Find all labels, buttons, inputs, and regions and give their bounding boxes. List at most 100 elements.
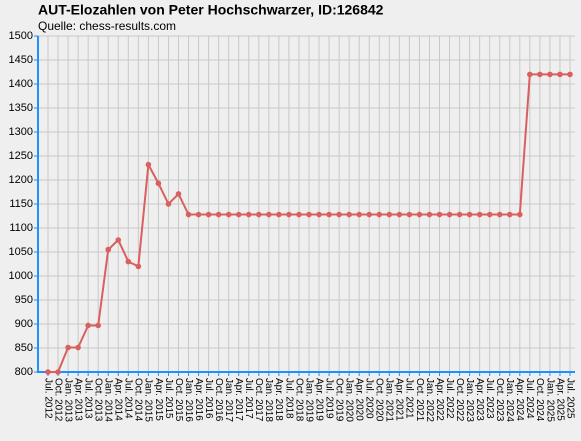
data-point xyxy=(506,211,513,218)
data-point xyxy=(496,211,503,218)
y-tick-label: 900 xyxy=(15,318,33,330)
x-tick-label: Jul. 2018 xyxy=(283,378,294,419)
data-point xyxy=(256,211,262,218)
x-tick-label: Apr. 2013 xyxy=(72,378,83,421)
x-tick-label: Apr. 2018 xyxy=(273,378,284,421)
x-tick-label: Jul. 2017 xyxy=(243,378,254,419)
x-tick-label: Jan. 2020 xyxy=(344,378,355,422)
data-point xyxy=(376,211,383,218)
x-tick-label: Jul. 2022 xyxy=(444,378,455,419)
x-tick-label: Jul. 2015 xyxy=(163,378,174,419)
x-tick-label: Oct. 2018 xyxy=(293,378,304,422)
y-tick-label: 1500 xyxy=(9,30,33,42)
data-point xyxy=(386,211,393,218)
x-tick-label: Apr. 2020 xyxy=(354,378,365,421)
data-point xyxy=(195,211,202,218)
data-point xyxy=(286,211,292,218)
data-point xyxy=(205,211,212,218)
x-tick-label: Oct. 2014 xyxy=(133,378,144,422)
x-tick-label: Jan. 2025 xyxy=(544,378,555,422)
data-point xyxy=(537,71,543,78)
y-tick-label: 1350 xyxy=(9,102,33,114)
y-tick-label: 1050 xyxy=(9,246,33,258)
data-point xyxy=(436,211,443,218)
data-point xyxy=(105,246,112,253)
data-point xyxy=(155,180,162,187)
data-point xyxy=(547,71,553,78)
x-tick-label: Oct. 2023 xyxy=(494,378,505,422)
data-point xyxy=(486,211,493,218)
data-point xyxy=(456,211,463,218)
data-point xyxy=(115,237,122,243)
data-point xyxy=(366,211,373,218)
chart-title: AUT-Elozahlen von Peter Hochschwarzer, I… xyxy=(38,2,384,18)
x-tick-label: Apr. 2025 xyxy=(554,378,565,421)
x-tick-label: Apr. 2023 xyxy=(474,378,485,421)
data-point xyxy=(326,211,332,218)
x-tick-label: Jan. 2021 xyxy=(384,378,395,422)
x-tick-label: Jan. 2014 xyxy=(103,378,114,422)
data-point xyxy=(517,211,523,218)
data-point xyxy=(95,322,101,329)
y-tick-label: 1300 xyxy=(9,126,33,138)
x-tick-label: Jan. 2023 xyxy=(464,378,475,422)
x-tick-label: Apr. 2022 xyxy=(434,378,445,421)
data-point xyxy=(276,211,282,218)
data-point xyxy=(346,211,352,218)
data-point xyxy=(296,211,302,218)
data-point xyxy=(55,369,61,375)
y-tick-label: 1100 xyxy=(9,222,33,234)
x-tick-label: Apr. 2019 xyxy=(313,378,324,421)
x-tick-label: Jan. 2024 xyxy=(504,378,515,422)
x-tick-label: Jan. 2017 xyxy=(223,378,234,422)
x-tick-label: Jul. 2012 xyxy=(42,378,53,419)
data-point xyxy=(466,211,473,218)
chart-subtitle: Quelle: chess-results.com xyxy=(38,19,176,33)
x-tick-label: Jan. 2015 xyxy=(143,378,154,422)
x-tick-label: Apr. 2017 xyxy=(233,378,244,421)
y-tick-label: 1200 xyxy=(9,174,33,186)
x-tick-label: Apr. 2015 xyxy=(153,378,164,421)
data-point xyxy=(45,369,51,375)
data-point xyxy=(476,211,483,218)
x-tick-label: Apr. 2016 xyxy=(193,378,204,421)
x-tick-label: Jul. 2013 xyxy=(83,378,94,419)
x-tick-label: Oct. 2012 xyxy=(52,378,63,422)
data-point xyxy=(245,211,252,218)
x-tick-label: Jul. 2025 xyxy=(564,378,575,419)
data-point xyxy=(85,322,91,329)
x-tick-label: Oct. 2022 xyxy=(454,378,465,422)
data-point xyxy=(527,71,533,78)
data-point xyxy=(306,211,312,218)
x-tick-label: Jul. 2024 xyxy=(524,378,535,419)
data-point xyxy=(396,211,403,218)
x-tick-label: Oct. 2016 xyxy=(213,378,224,422)
x-tick-label: Oct. 2013 xyxy=(93,378,104,422)
y-tick-label: 1400 xyxy=(9,78,33,90)
x-tick-label: Oct. 2017 xyxy=(253,378,264,422)
data-point xyxy=(235,211,242,218)
x-tick-label: Jul. 2019 xyxy=(323,378,334,419)
data-point xyxy=(145,161,152,168)
x-tick-label: Jan. 2013 xyxy=(62,378,73,422)
x-tick-label: Jan. 2018 xyxy=(263,378,274,422)
data-point xyxy=(175,191,182,197)
y-tick-label: 1000 xyxy=(9,270,33,282)
data-point xyxy=(416,211,423,218)
data-point xyxy=(125,258,132,265)
y-tick-label: 950 xyxy=(15,294,33,306)
data-point xyxy=(215,211,222,218)
x-tick-label: Jul. 2023 xyxy=(484,378,495,419)
x-tick-label: Oct. 2019 xyxy=(333,378,344,422)
data-point xyxy=(65,344,71,351)
data-point xyxy=(426,211,433,218)
x-tick-label: Jul. 2020 xyxy=(364,378,375,419)
data-point xyxy=(567,71,573,78)
y-tick-label: 1250 xyxy=(9,150,33,162)
y-tick-label: 1150 xyxy=(9,198,33,210)
x-tick-label: Apr. 2021 xyxy=(394,378,405,421)
data-point xyxy=(446,211,453,218)
data-point xyxy=(336,211,342,218)
data-point xyxy=(266,211,272,218)
